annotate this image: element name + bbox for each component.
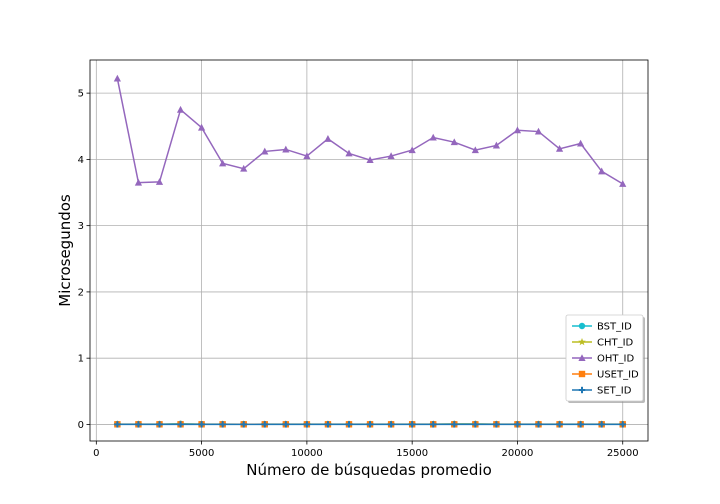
data-point-set-id xyxy=(472,421,479,428)
data-point-oht-id xyxy=(387,152,395,160)
legend-label-set-id: SET_ID xyxy=(597,386,632,397)
y-tick-label: 4 xyxy=(78,155,84,166)
data-point-set-id xyxy=(303,421,311,428)
data-point-oht-id xyxy=(450,138,458,146)
plot-frame xyxy=(89,59,649,442)
data-point-oht-id xyxy=(155,178,164,185)
legend: BST_ID CHT_ID OHT_ID USET_ID SET_ID xyxy=(565,314,645,403)
data-point-oht-id xyxy=(176,105,185,113)
data-point-set-id xyxy=(514,421,521,428)
data-point-oht-id xyxy=(282,145,290,153)
legend-marker-uset-id xyxy=(578,370,586,378)
legend-marker-set-id xyxy=(578,386,586,394)
series-line-oht-id xyxy=(116,78,624,185)
data-point-set-id xyxy=(451,421,458,428)
data-point-oht-id xyxy=(219,159,227,167)
data-point-set-id xyxy=(135,421,142,428)
data-point-set-id xyxy=(366,421,374,428)
data-point-oht-id xyxy=(134,178,143,186)
data-point-oht-id xyxy=(366,156,374,164)
data-point-set-id xyxy=(198,421,205,428)
data-point-oht-id xyxy=(408,146,416,154)
legend-label-cht-id: CHT_ID xyxy=(597,338,634,349)
data-point-set-id xyxy=(535,421,542,428)
data-point-set-id xyxy=(493,421,500,428)
data-point-oht-id xyxy=(303,152,311,160)
data-point-oht-id xyxy=(555,144,564,152)
series-set-id xyxy=(114,421,626,428)
x-tick-label: 5000 xyxy=(189,448,214,459)
y-tick-label: 5 xyxy=(78,89,84,100)
data-point-set-id xyxy=(282,421,290,428)
legend-marker-bst-id xyxy=(578,322,586,330)
data-point-set-id xyxy=(219,421,226,428)
data-point-set-id xyxy=(619,421,626,428)
data-point-oht-id xyxy=(113,74,121,82)
axis-ticks: 0 5000 10000 15000 20000 25000 0 1 2 3 4 5 xyxy=(78,89,639,459)
data-point-set-id xyxy=(556,421,563,428)
y-tick-label: 3 xyxy=(78,221,84,232)
grid xyxy=(90,60,648,441)
legend-box xyxy=(565,314,644,402)
x-axis-title: Número de búsquedas promedio xyxy=(246,461,492,479)
y-tick-label: 1 xyxy=(78,354,84,365)
data-point-oht-id xyxy=(429,133,437,141)
data-point-oht-id xyxy=(240,164,248,172)
series-group xyxy=(113,74,627,428)
data-point-set-id xyxy=(240,421,247,428)
data-point-oht-id xyxy=(324,135,332,142)
data-point-set-id xyxy=(156,421,163,428)
data-point-oht-id xyxy=(471,146,479,154)
data-point-oht-id xyxy=(619,180,627,187)
x-tick-label: 10000 xyxy=(291,448,323,459)
y-axis-title: Microsegundos xyxy=(56,194,74,307)
data-point-oht-id xyxy=(261,147,269,155)
x-tick-label: 15000 xyxy=(396,448,428,459)
data-point-set-id xyxy=(324,421,332,428)
data-point-set-id xyxy=(598,421,605,428)
data-point-set-id xyxy=(345,421,353,428)
data-point-oht-id xyxy=(598,167,606,175)
legend-label-oht-id: OHT_ID xyxy=(597,354,634,365)
data-point-set-id xyxy=(114,421,121,428)
data-point-oht-id xyxy=(534,127,543,135)
x-tick-label: 20000 xyxy=(502,448,534,459)
data-point-oht-id xyxy=(577,139,585,147)
x-tick-label: 0 xyxy=(93,448,99,459)
data-point-oht-id xyxy=(492,141,500,149)
x-tick-label: 25000 xyxy=(607,448,639,459)
data-point-set-id xyxy=(261,421,268,428)
legend-label-bst-id: BST_ID xyxy=(597,322,632,333)
legend-label-uset-id: USET_ID xyxy=(597,370,639,381)
legend-marker-cht-id xyxy=(578,338,586,346)
data-point-set-id xyxy=(408,421,416,428)
y-tick-label: 0 xyxy=(78,420,84,431)
data-point-oht-id xyxy=(513,126,522,134)
data-point-set-id xyxy=(577,421,584,428)
data-point-oht-id xyxy=(345,149,353,157)
data-point-oht-id xyxy=(198,123,206,131)
data-point-set-id xyxy=(177,421,184,428)
data-point-set-id xyxy=(430,421,437,428)
data-point-set-id xyxy=(387,421,395,428)
y-tick-label: 2 xyxy=(78,287,84,298)
series-oht-id xyxy=(113,74,627,187)
legend-marker-oht-id xyxy=(578,354,586,361)
